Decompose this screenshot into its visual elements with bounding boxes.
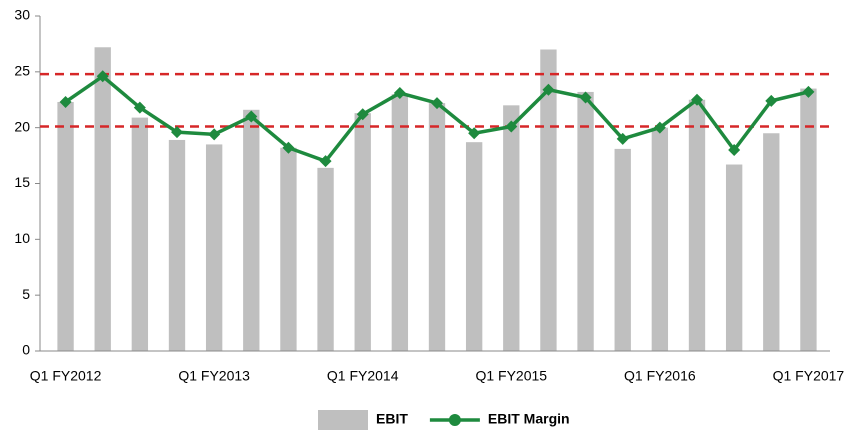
marker xyxy=(96,70,109,83)
bar xyxy=(614,148,631,351)
x-tick-label: Q1 FY2014 xyxy=(327,368,399,384)
marker xyxy=(282,141,295,154)
marker xyxy=(542,83,555,96)
y-tick-label: 20 xyxy=(14,118,30,134)
y-tick-label: 10 xyxy=(14,230,30,246)
y-tick-label: 0 xyxy=(22,342,30,358)
bar xyxy=(688,99,706,351)
y-tick-label: 5 xyxy=(22,286,30,302)
marker xyxy=(133,101,146,114)
y-tick-label: 25 xyxy=(14,63,30,79)
marker xyxy=(653,121,666,134)
marker xyxy=(579,91,592,104)
marker xyxy=(728,144,741,156)
bar xyxy=(57,101,74,351)
marker xyxy=(468,127,481,140)
legend-label: EBIT xyxy=(376,411,408,427)
bar xyxy=(651,127,669,352)
bar xyxy=(94,47,111,352)
bar xyxy=(800,88,817,351)
marker xyxy=(393,87,406,100)
marker xyxy=(356,108,369,121)
bar xyxy=(280,147,297,351)
legend-swatch xyxy=(448,414,461,426)
bar xyxy=(428,103,446,351)
bar xyxy=(540,49,557,351)
legend-swatch xyxy=(318,410,368,430)
bar xyxy=(725,164,743,351)
bar xyxy=(465,142,483,351)
marker xyxy=(59,95,72,108)
legend-label: EBIT Margin xyxy=(488,411,570,427)
bar xyxy=(317,167,334,351)
y-tick-label: 30 xyxy=(14,7,30,23)
bar xyxy=(243,109,260,351)
marker xyxy=(319,155,332,168)
bar xyxy=(763,133,780,351)
marker xyxy=(171,126,183,139)
marker xyxy=(208,128,221,141)
marker xyxy=(802,85,815,98)
marker xyxy=(691,93,703,106)
marker xyxy=(765,94,778,107)
marker xyxy=(431,97,443,110)
bar xyxy=(354,113,371,352)
bar xyxy=(577,91,594,351)
bar xyxy=(503,105,520,351)
x-tick-label: Q1 FY2017 xyxy=(773,368,845,384)
marker xyxy=(245,110,258,123)
y-tick-label: 15 xyxy=(14,174,30,190)
bar xyxy=(205,144,223,351)
bar xyxy=(168,139,186,351)
marker xyxy=(505,120,518,133)
bar xyxy=(391,94,409,352)
marker xyxy=(616,132,629,145)
x-tick-label: Q1 FY2012 xyxy=(30,368,102,384)
x-tick-label: Q1 FY2015 xyxy=(475,368,547,384)
x-tick-label: Q1 FY2013 xyxy=(178,368,250,384)
bar xyxy=(131,117,149,351)
x-tick-label: Q1 FY2016 xyxy=(624,368,696,384)
